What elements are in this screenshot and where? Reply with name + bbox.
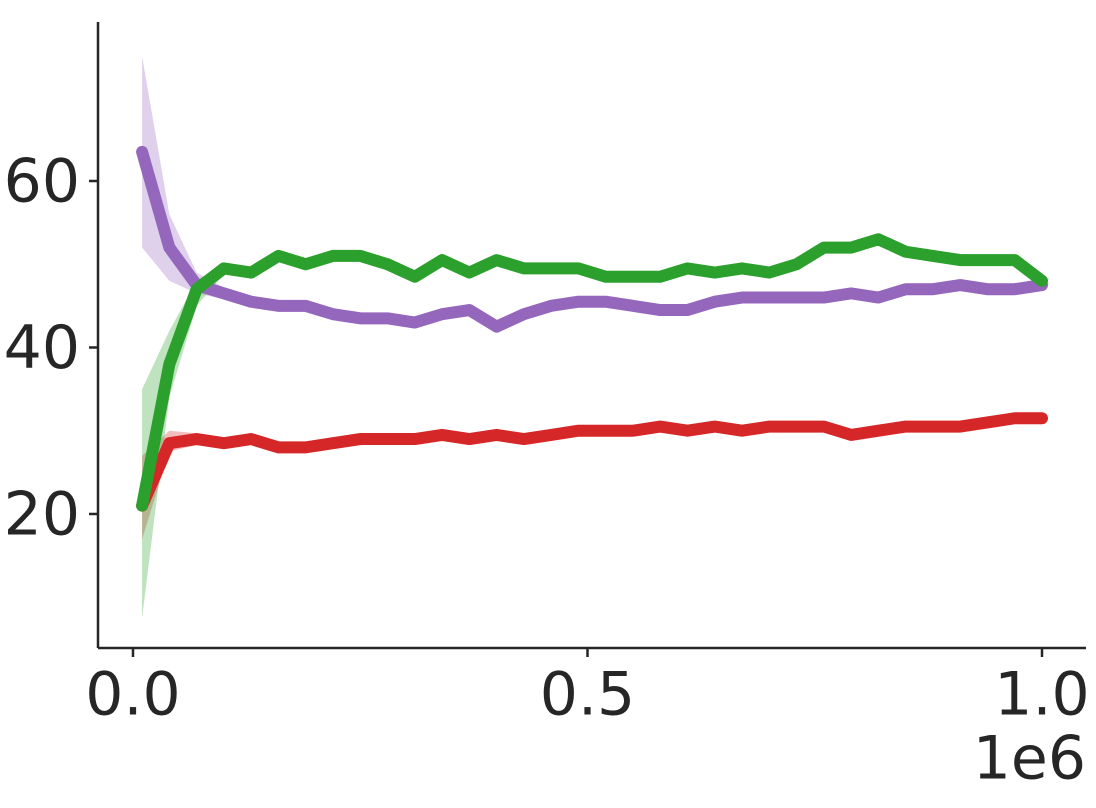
series-line xyxy=(136,233,1048,512)
x-tick-label: 0.0 xyxy=(85,660,180,730)
y-tick-label: 20 xyxy=(4,480,80,550)
x-offset-label: 1e6 xyxy=(973,724,1086,794)
y-tick-label: 60 xyxy=(4,147,80,217)
x-tick-label: 0.5 xyxy=(540,660,635,730)
series-line xyxy=(136,412,1048,512)
series-line xyxy=(136,145,1048,333)
x-tick-label: 1.0 xyxy=(994,660,1089,730)
y-tick-label: 40 xyxy=(4,313,80,383)
